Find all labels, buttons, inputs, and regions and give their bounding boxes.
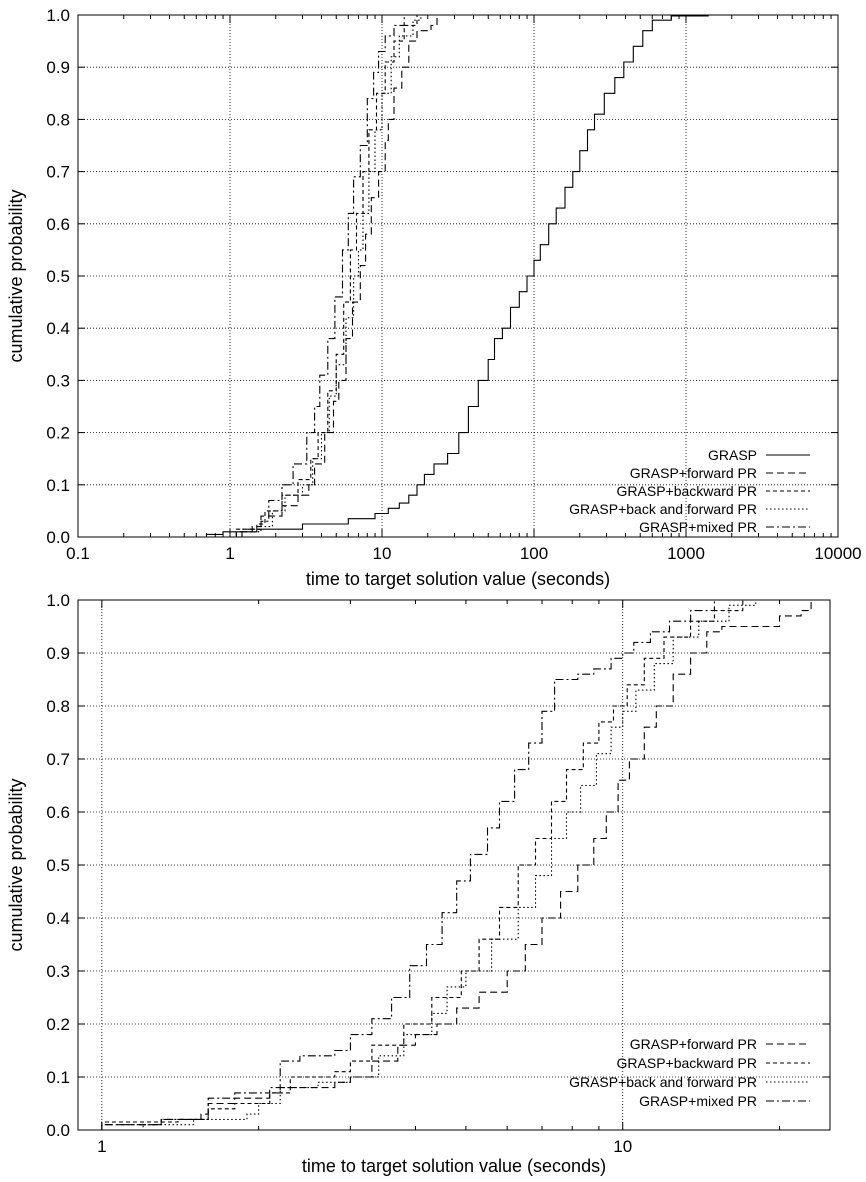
y-tick-label: 0.4 <box>46 319 70 338</box>
tick-marks: 0.0 0.1 0.2 0.3 0.4 0.5 0.6 0.7 0.8 0.9 1.0 1 10 <box>46 591 830 1156</box>
legend-label: GRASP+mixed PR <box>639 519 757 535</box>
x-tick-label: 10 <box>613 1137 632 1156</box>
y-tick-label: 0.9 <box>46 58 70 77</box>
chart-bottom: 0.0 0.1 0.2 0.3 0.4 0.5 0.6 0.7 0.8 0.9 1.0 1 10 GRA… <box>6 591 831 1176</box>
grid-lines <box>78 600 830 1130</box>
series-line-3 <box>223 15 422 538</box>
series-line-3 <box>78 600 715 1131</box>
x-tick-label: 0.1 <box>66 544 90 563</box>
y-axis-label: cumulative probability <box>6 778 26 951</box>
x-tick-label: 1 <box>225 544 234 563</box>
tick-marks: 0.00.10.20.30.40.50.60.70.80.91.00.1 1 10 1… <box>46 6 861 563</box>
x-tick-label: 100 <box>520 544 548 563</box>
y-tick-label: 0.1 <box>46 476 70 495</box>
y-tick-label: 0.4 <box>46 909 70 928</box>
series-line-2 <box>101 600 757 1131</box>
y-axis-label: cumulative probability <box>6 189 26 362</box>
legend: GRASP+forward PR GRASP+backward PR GRASP+b… <box>569 1036 810 1109</box>
series-line-1 <box>223 15 438 538</box>
legend: GRASP GRASP+forward PR GRASP+backward PR GR… <box>569 447 810 535</box>
y-tick-label: 1.0 <box>46 6 70 25</box>
y-tick-label: 0.3 <box>46 371 70 390</box>
y-tick-label: 0.8 <box>46 110 70 129</box>
y-tick-label: 0.7 <box>46 163 70 182</box>
x-tick-label: 1 <box>97 1137 106 1156</box>
y-tick-label: 1.0 <box>46 591 70 610</box>
x-tick-label: 1000 <box>667 544 705 563</box>
y-tick-label: 0.6 <box>46 803 70 822</box>
series-line-4 <box>223 15 405 538</box>
legend-label: GRASP+backward PR <box>617 483 757 499</box>
legend-label: GRASP+back and forward PR <box>569 501 757 517</box>
y-tick-label: 0.2 <box>46 1015 70 1034</box>
x-tick-label: 10 <box>373 544 392 563</box>
grid-lines <box>78 15 838 537</box>
legend-label: GRASP+forward PR <box>630 1036 757 1052</box>
legend-label: GRASP+backward PR <box>617 1055 757 1071</box>
y-tick-label: 0.1 <box>46 1068 70 1087</box>
x-tick-label: 10000 <box>814 544 861 563</box>
x-axis-label: time to target solution value (seconds) <box>302 1156 606 1176</box>
legend-label: GRASP <box>708 447 757 463</box>
y-tick-label: 0.5 <box>46 856 70 875</box>
legend-label: GRASP+mixed PR <box>639 1093 757 1109</box>
legend-label: GRASP+back and forward PR <box>569 1074 757 1090</box>
y-tick-label: 0.9 <box>46 644 70 663</box>
chart-top: 0.00.10.20.30.40.50.60.70.80.91.00.1 1 10 1… <box>6 6 862 589</box>
y-tick-label: 0.8 <box>46 697 70 716</box>
series-line-0 <box>78 600 812 1131</box>
y-tick-label: 0.6 <box>46 215 70 234</box>
y-tick-label: 0.0 <box>46 1121 70 1140</box>
legend-label: GRASP+forward PR <box>630 465 757 481</box>
x-axis-label: time to target solution value (seconds) <box>306 569 610 589</box>
series-lines <box>78 600 812 1131</box>
series-line-0 <box>184 15 709 538</box>
y-tick-label: 0.3 <box>46 962 70 981</box>
series-lines <box>184 15 709 538</box>
y-tick-label: 0.5 <box>46 267 70 286</box>
series-line-2 <box>223 15 418 538</box>
y-tick-label: 0.0 <box>46 528 70 547</box>
y-tick-label: 0.2 <box>46 424 70 443</box>
y-tick-label: 0.7 <box>46 750 70 769</box>
